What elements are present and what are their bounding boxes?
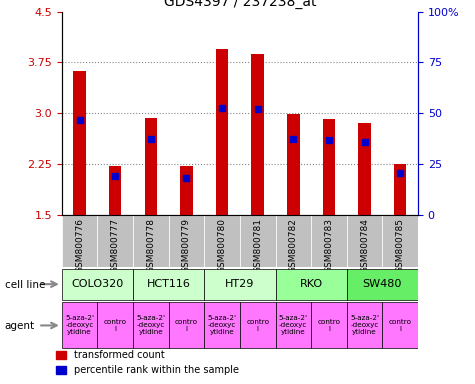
Bar: [251, 54, 264, 215]
Bar: [133, 215, 169, 267]
Bar: [97, 303, 133, 349]
Bar: [204, 215, 240, 267]
Text: GSM800782: GSM800782: [289, 218, 298, 273]
Bar: [204, 269, 276, 300]
Text: GSM800781: GSM800781: [253, 218, 262, 273]
Bar: [323, 119, 335, 215]
Text: agent: agent: [5, 321, 35, 331]
Bar: [216, 49, 228, 215]
Text: GSM800777: GSM800777: [111, 218, 120, 273]
Bar: [382, 303, 418, 349]
Bar: [169, 215, 204, 267]
Bar: [382, 215, 418, 267]
Text: GSM800780: GSM800780: [218, 218, 227, 273]
Bar: [169, 303, 204, 349]
Bar: [62, 269, 133, 300]
Bar: [240, 303, 276, 349]
Bar: [287, 114, 300, 215]
Bar: [347, 303, 382, 349]
Text: RKO: RKO: [300, 279, 323, 289]
Bar: [133, 303, 169, 349]
Text: 5-aza-2'
-deoxyc
ytidine: 5-aza-2' -deoxyc ytidine: [65, 315, 94, 336]
Text: GSM800779: GSM800779: [182, 218, 191, 273]
Text: GSM800776: GSM800776: [75, 218, 84, 273]
Bar: [97, 215, 133, 267]
Bar: [62, 215, 97, 267]
Text: GSM800778: GSM800778: [146, 218, 155, 273]
Text: 5-aza-2'
-deoxyc
ytidine: 5-aza-2' -deoxyc ytidine: [208, 315, 237, 336]
Text: 5-aza-2'
-deoxyc
ytidine: 5-aza-2' -deoxyc ytidine: [279, 315, 308, 336]
Text: COLO320: COLO320: [71, 279, 124, 289]
Bar: [180, 166, 193, 215]
Bar: [394, 164, 407, 215]
Bar: [240, 215, 276, 267]
Text: contro
l: contro l: [175, 319, 198, 332]
Text: contro
l: contro l: [246, 319, 269, 332]
Bar: [204, 303, 240, 349]
Text: contro
l: contro l: [104, 319, 127, 332]
Bar: [109, 166, 122, 215]
Bar: [62, 303, 97, 349]
Text: contro
l: contro l: [317, 319, 341, 332]
Text: HCT116: HCT116: [147, 279, 190, 289]
Text: GSM800784: GSM800784: [360, 218, 369, 273]
Bar: [133, 269, 204, 300]
Bar: [73, 71, 86, 215]
Text: SW480: SW480: [363, 279, 402, 289]
Text: GSM800785: GSM800785: [396, 218, 405, 273]
Text: contro
l: contro l: [389, 319, 412, 332]
Text: GSM800783: GSM800783: [324, 218, 333, 273]
Bar: [347, 269, 418, 300]
Bar: [276, 269, 347, 300]
Text: 5-aza-2'
-deoxyc
ytidine: 5-aza-2' -deoxyc ytidine: [350, 315, 379, 336]
Bar: [144, 118, 157, 215]
Text: cell line: cell line: [5, 280, 45, 290]
Bar: [358, 123, 371, 215]
Legend: transformed count, percentile rank within the sample: transformed count, percentile rank withi…: [52, 346, 243, 379]
Bar: [347, 215, 382, 267]
Bar: [311, 303, 347, 349]
Bar: [276, 303, 311, 349]
Title: GDS4397 / 237238_at: GDS4397 / 237238_at: [163, 0, 316, 9]
Bar: [311, 215, 347, 267]
Text: HT29: HT29: [225, 279, 255, 289]
Bar: [276, 215, 311, 267]
Text: 5-aza-2'
-deoxyc
ytidine: 5-aza-2' -deoxyc ytidine: [136, 315, 165, 336]
